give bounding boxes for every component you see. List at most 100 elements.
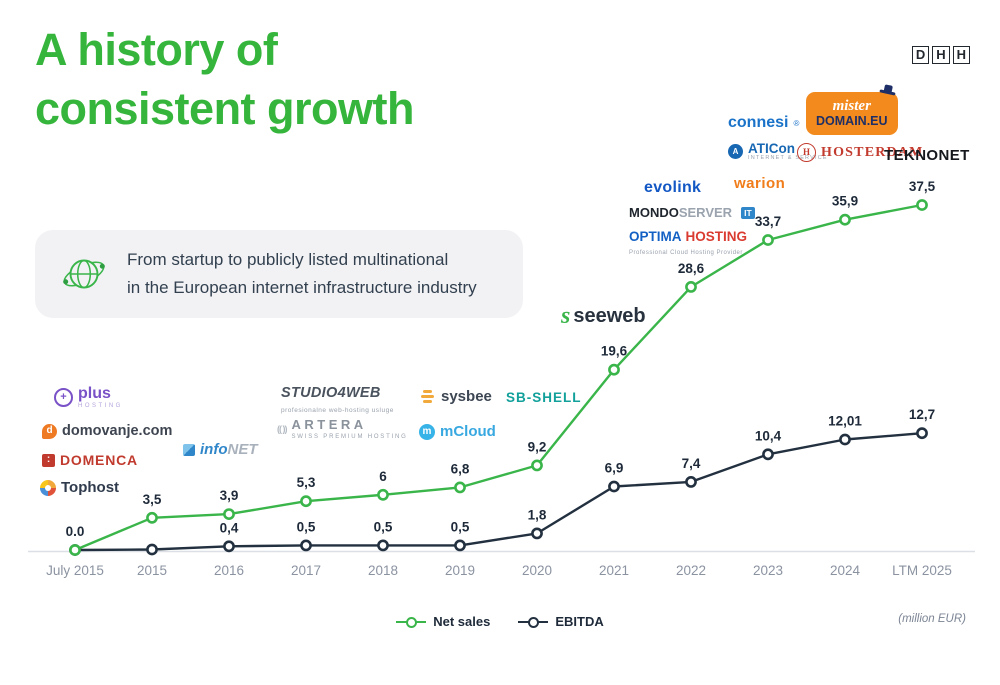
logo-sysbee: sysbee [419, 388, 492, 405]
data-point [531, 459, 543, 472]
logo-aticon: ATICon INTERNET & SERVICE [728, 141, 828, 162]
data-label: 1,8 [528, 507, 547, 522]
callout-line-2: in the European internet infrastructure … [127, 278, 477, 297]
data-point [839, 433, 851, 446]
artera-label: ARTERA [291, 417, 367, 432]
data-label: 3,9 [220, 488, 239, 503]
data-point [685, 280, 697, 293]
teknonet-label: TEKNONET [884, 147, 970, 164]
data-point [69, 544, 81, 556]
data-label: 33,7 [755, 214, 781, 229]
plus-hosting-icon [54, 388, 73, 408]
x-axis-label: 2016 [214, 563, 244, 578]
data-label: 35,9 [832, 194, 858, 209]
warion-label: warion [734, 175, 786, 192]
misterdomain-label-2: DOMAIN.EU [816, 113, 888, 128]
hosterdam-label: HOSTERDAM [821, 144, 924, 160]
data-point [608, 363, 620, 376]
studio4web-sublabel: profesionalne web-hosting usluge [281, 407, 394, 415]
logo-warion: warion [734, 175, 785, 192]
data-point [531, 527, 543, 540]
data-label: 0,5 [374, 519, 393, 534]
logo-teknonet: TEKNONET [884, 147, 970, 164]
title-line-2: consistent growth [35, 83, 415, 135]
unit-note: (million EUR) [898, 613, 966, 625]
data-label: 5,3 [297, 475, 316, 490]
legend-net-sales: Net sales [396, 614, 490, 629]
data-point [377, 488, 389, 501]
optima-label: OPTIMA [629, 229, 682, 244]
legend-ebitda: EBITDA [518, 614, 604, 629]
page-title: A history of consistent growth [35, 20, 415, 139]
dhh-letter: H [952, 46, 970, 64]
data-label: 0,4 [220, 520, 239, 535]
x-axis-label: 2018 [368, 563, 398, 578]
data-point [916, 199, 928, 211]
mondoserver-it-badge: IT [741, 207, 755, 219]
data-label: 6 [379, 469, 387, 484]
x-axis-label: LTM 2025 [892, 563, 952, 578]
x-axis-label: 2022 [676, 563, 706, 578]
data-label: 37,5 [909, 179, 936, 194]
x-axis-label: 2023 [753, 563, 783, 578]
data-point [223, 540, 235, 553]
data-point [762, 448, 774, 461]
infonet-label: info [200, 441, 228, 458]
data-point [377, 539, 389, 552]
x-axis-label: July 2015 [46, 563, 104, 578]
sysbee-label: sysbee [441, 388, 492, 405]
dhh-letter: H [932, 46, 950, 64]
mondoserver-label: MONDO [629, 205, 679, 220]
intro-callout: From startup to publicly listed multinat… [35, 230, 523, 318]
data-point [916, 427, 928, 440]
artera-icon [277, 424, 287, 434]
logo-studio4web: STUDIO4WEB profesionalne web-hosting usl… [281, 385, 394, 415]
data-point [454, 539, 466, 552]
data-label: 6,9 [605, 461, 624, 476]
mcloud-icon [419, 423, 435, 440]
dhh-letter: D [911, 46, 930, 64]
connesi-registered-mark: ® [793, 118, 800, 128]
data-label: 12,01 [828, 414, 862, 429]
aticon-sublabel: INTERNET & SERVICE [748, 155, 828, 162]
logo-misterdomain: mister DOMAIN.EU [806, 92, 898, 136]
data-label: 28,6 [678, 261, 705, 276]
connesi-label: connesi [728, 114, 789, 131]
data-point [146, 511, 158, 524]
data-point [223, 508, 235, 520]
seeweb-label: seeweb [573, 305, 646, 327]
x-axis-label: 2015 [137, 563, 167, 578]
net-sales-legend-marker [396, 616, 427, 628]
data-label: 0.0 [66, 524, 85, 539]
callout-line-1: From startup to publicly listed multinat… [127, 250, 449, 270]
logo-infonet: infoNET [183, 441, 258, 459]
sysbee-icon [421, 390, 434, 403]
data-point [300, 539, 312, 552]
mondoserver-label-2: SERVER [678, 205, 733, 220]
x-axis-label: 2021 [599, 563, 629, 578]
optima-label-2: HOSTING [685, 229, 748, 244]
tophost-label: Tophost [61, 479, 120, 496]
callout-text: From startup to publicly listed multinat… [127, 246, 477, 301]
hosterdam-icon [797, 143, 816, 162]
artera-sublabel: SWISS PREMIUM HOSTING [291, 433, 408, 440]
infonet-icon [183, 444, 195, 456]
logo-sb-shell: SB-SHELL [506, 390, 582, 405]
logo-evolink: evolink [644, 179, 701, 197]
logo-domovanje: domovanje.com [42, 423, 172, 439]
studio4web-label: STUDIO4WEB [281, 385, 381, 401]
data-point [454, 481, 466, 494]
logo-mcloud: mCloud [419, 423, 496, 440]
top-hat-icon [879, 83, 897, 96]
data-label: 12,7 [909, 407, 935, 422]
data-label: 7,4 [682, 456, 701, 471]
logo-plus-hosting: plus HOSTING [54, 386, 123, 409]
logo-tophost: Tophost [40, 479, 119, 496]
domovanje-icon [42, 423, 57, 439]
evolink-label: evolink [644, 179, 702, 196]
logo-connesi: connesi ® [728, 114, 799, 132]
net-sales-legend-label: Net sales [433, 614, 491, 629]
data-label: 19,6 [601, 344, 628, 359]
data-point [300, 495, 312, 508]
